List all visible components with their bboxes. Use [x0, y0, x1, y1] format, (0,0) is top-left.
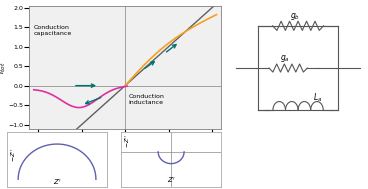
Text: Conduction
capacitance: Conduction capacitance: [34, 25, 72, 36]
Text: $g_a$: $g_a$: [280, 53, 290, 64]
X-axis label: u: u: [123, 140, 128, 149]
Text: $L_a$: $L_a$: [314, 91, 322, 104]
Text: Conduction
inductance: Conduction inductance: [128, 94, 164, 105]
Y-axis label: $I_{tot}$: $I_{tot}$: [0, 61, 8, 74]
Text: $Z'$: $Z'$: [53, 177, 61, 187]
Text: $-Z''$: $-Z''$: [123, 134, 132, 148]
Text: $g_b$: $g_b$: [290, 11, 300, 22]
Text: $-Z''$: $-Z''$: [9, 147, 18, 162]
Text: $Z'$: $Z'$: [167, 175, 176, 185]
